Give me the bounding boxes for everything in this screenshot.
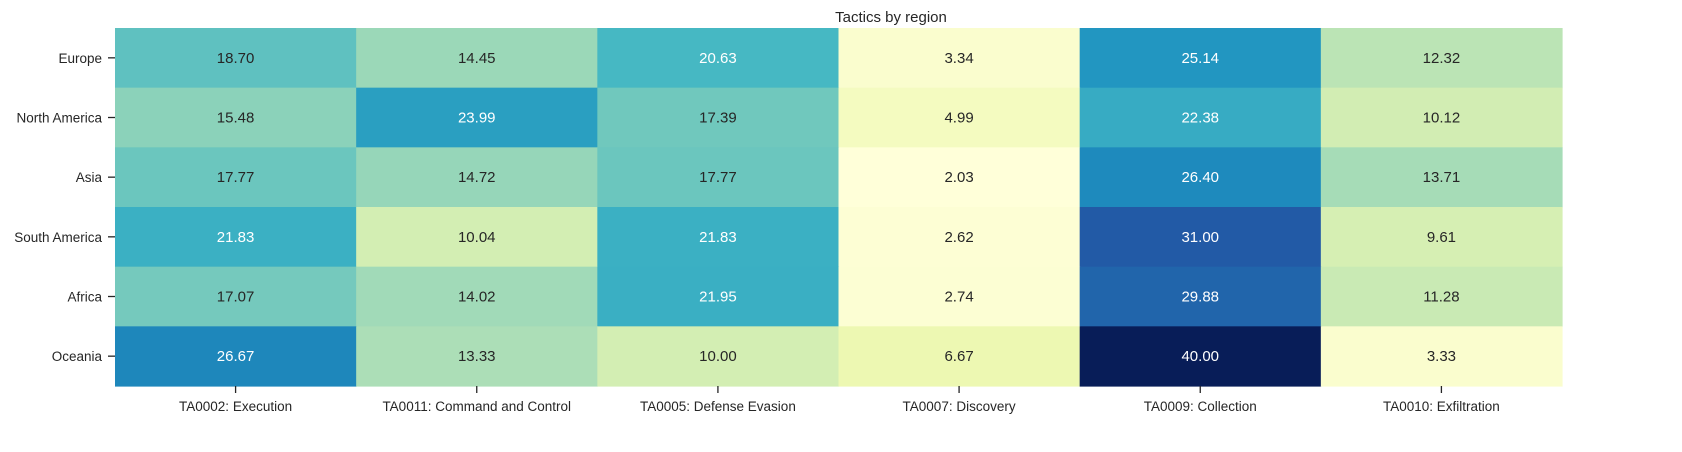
heatmap-cell: [1079, 266, 1322, 327]
heatmap-cell: [597, 266, 840, 327]
heatmap-cell: [597, 28, 840, 89]
heatmap-cell: [1320, 28, 1563, 89]
heatmap-cell: [115, 28, 357, 89]
heatmap-cell: [356, 87, 598, 148]
cell-value-label: 10.12: [1423, 110, 1461, 127]
heatmap-cell: [838, 207, 1081, 268]
y-tick-label: South America: [14, 230, 102, 245]
cell-value-label: 18.70: [217, 50, 255, 67]
cell-value-label: 22.38: [1181, 110, 1219, 127]
heatmap-cell: [115, 326, 357, 387]
heatmap-cell: [356, 266, 598, 327]
heatmap-cell: [115, 266, 357, 327]
cell-value-label: 3.34: [944, 50, 973, 67]
cell-value-label: 21.83: [217, 229, 255, 246]
cell-value-label: 20.63: [699, 50, 737, 67]
heatmap-cell: [838, 147, 1081, 208]
y-tick-label: Asia: [76, 170, 103, 185]
heatmap-cell: [115, 87, 357, 148]
heatmap-cell: [1320, 207, 1563, 268]
heatmap-cell: [1320, 266, 1563, 327]
cell-value-label: 10.00: [699, 348, 737, 365]
chart-title: Tactics by region: [835, 9, 947, 26]
x-tick-label: TA0002: Execution: [179, 399, 292, 414]
cell-value-label: 17.77: [217, 169, 255, 186]
cell-value-label: 17.77: [699, 169, 737, 186]
heatmap-cell: [597, 147, 840, 208]
cell-value-label: 26.67: [217, 348, 255, 365]
cell-value-label: 2.03: [944, 169, 973, 186]
cell-annotations: 18.70 14.45 20.63 3.34 25.14 12.32 15.48 23.99 1…: [217, 50, 1460, 365]
heatmap-cell: [356, 147, 598, 208]
heatmap-cell: [838, 326, 1081, 387]
cell-value-label: 14.72: [458, 169, 496, 186]
heatmap-cell: [838, 87, 1081, 148]
y-axis: Europe North America Asia South America Afri…: [14, 51, 115, 364]
cell-value-label: 23.99: [458, 110, 496, 127]
heatmap-cell: [115, 147, 357, 208]
cell-value-label: 26.40: [1181, 169, 1219, 186]
heatmap-cell: [597, 326, 840, 387]
heatmap-cell: [356, 28, 598, 89]
heatmap-cell: [1079, 147, 1322, 208]
y-tick-label: Europe: [58, 51, 102, 66]
x-tick-label: TA0007: Discovery: [903, 399, 1016, 414]
x-tick-label: TA0005: Defense Evasion: [640, 399, 796, 414]
cell-value-label: 14.02: [458, 289, 496, 306]
heatmap-cell: [1320, 87, 1563, 148]
cell-value-label: 31.00: [1181, 229, 1219, 246]
y-tick-label: North America: [16, 111, 102, 126]
heatmap-cells: [115, 28, 1563, 387]
cell-value-label: 15.48: [217, 110, 255, 127]
y-tick-label: Africa: [67, 290, 102, 305]
y-tick-label: Oceania: [52, 349, 103, 364]
cell-value-label: 21.83: [699, 229, 737, 246]
cell-value-label: 17.39: [699, 110, 737, 127]
x-axis: TA0002: Execution TA0011: Command and Con…: [179, 386, 1500, 414]
heatmap-cell: [1079, 326, 1322, 387]
cell-value-label: 6.67: [944, 348, 973, 365]
cell-value-label: 14.45: [458, 50, 496, 67]
cell-value-label: 13.33: [458, 348, 496, 365]
cell-value-label: 25.14: [1181, 50, 1219, 67]
cell-value-label: 3.33: [1427, 348, 1456, 365]
cell-value-label: 4.99: [944, 110, 973, 127]
heatmap-cell: [1079, 87, 1322, 148]
heatmap-cell: [597, 87, 840, 148]
heatmap-cell: [597, 207, 840, 268]
cell-value-label: 2.62: [944, 229, 973, 246]
cell-value-label: 11.28: [1423, 289, 1459, 306]
cell-value-label: 40.00: [1181, 348, 1219, 365]
heatmap-cell: [356, 326, 598, 387]
cell-value-label: 10.04: [458, 229, 496, 246]
cell-value-label: 9.61: [1427, 229, 1456, 246]
heatmap-cell: [1079, 28, 1322, 89]
x-tick-label: TA0009: Collection: [1144, 399, 1257, 414]
heatmap-cell: [1079, 207, 1322, 268]
heatmap-cell: [1320, 147, 1563, 208]
heatmap-cell: [356, 207, 598, 268]
cell-value-label: 12.32: [1423, 50, 1461, 67]
cell-value-label: 29.88: [1181, 289, 1219, 306]
heatmap-cell: [115, 207, 357, 268]
heatmap-cell: [838, 28, 1081, 89]
heatmap-cell: [838, 266, 1081, 327]
heatmap-cell: [1320, 326, 1563, 387]
cell-value-label: 17.07: [217, 289, 255, 306]
x-tick-label: TA0011: Command and Control: [382, 399, 571, 414]
cell-value-label: 21.95: [699, 289, 737, 306]
cell-value-label: 2.74: [944, 289, 973, 306]
x-tick-label: TA0010: Exfiltration: [1383, 399, 1500, 414]
cell-value-label: 13.71: [1423, 169, 1461, 186]
